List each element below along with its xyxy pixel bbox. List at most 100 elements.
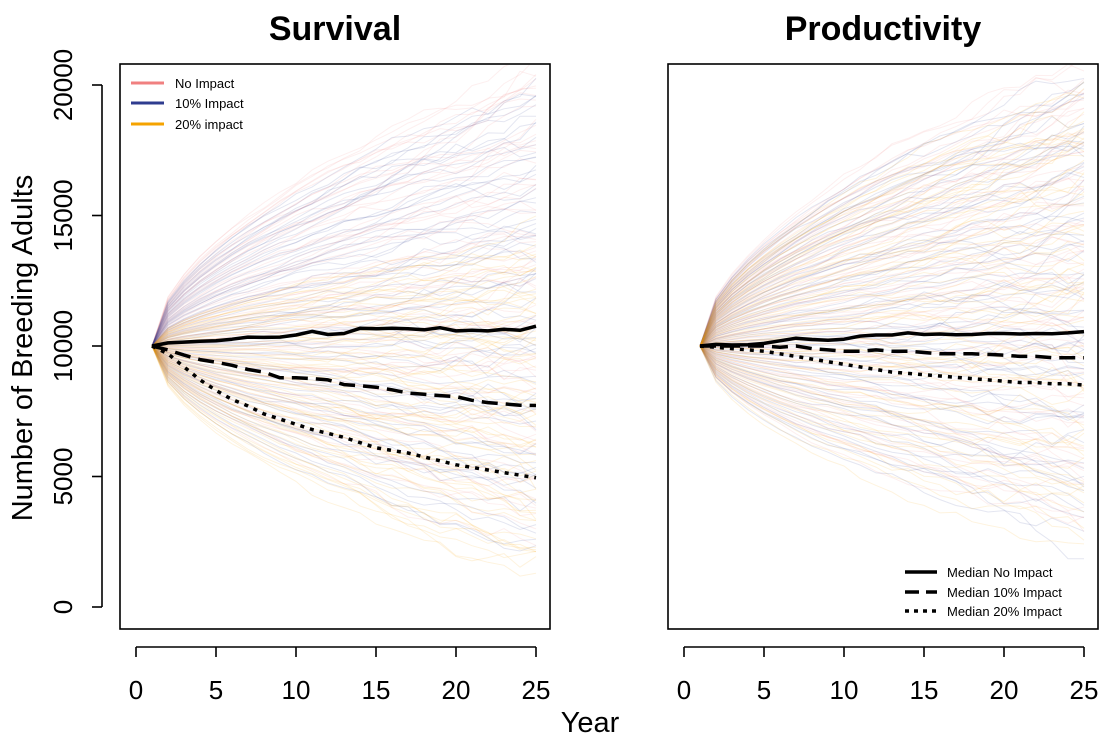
trajectory-line	[151, 304, 537, 347]
trajectory-line	[151, 271, 537, 347]
trajectory-line	[699, 205, 1085, 347]
scenario-legend: No Impact 10% Impact 20% impact	[131, 76, 244, 132]
trajectory-line	[699, 92, 1085, 347]
trajectory-line	[151, 276, 537, 347]
trajectory-line	[151, 345, 537, 455]
trajectory-line	[151, 215, 537, 347]
trajectory-line	[151, 183, 537, 347]
productivity-plot-frame	[667, 63, 1099, 630]
trajectory-line	[151, 345, 537, 394]
trajectory-line	[151, 345, 537, 454]
trajectory-line	[151, 269, 537, 347]
trajectory-line	[699, 308, 1085, 347]
trajectory-line	[151, 275, 537, 347]
trajectory-line	[699, 111, 1085, 347]
trajectory-line	[699, 92, 1085, 347]
trajectory-line	[699, 345, 1085, 467]
trajectory-line	[151, 300, 537, 347]
trajectory-line	[699, 345, 1085, 369]
trajectory-line	[151, 345, 537, 406]
trajectory-line	[699, 344, 1085, 370]
trajectory-line	[151, 298, 537, 347]
trajectory-line	[151, 345, 537, 391]
trajectory-line	[699, 345, 1085, 450]
y-axis-label: Number of Breeding Adults	[7, 175, 39, 522]
trajectory-line	[151, 276, 537, 347]
trajectory-line	[699, 292, 1085, 347]
trajectory-line	[699, 345, 1085, 416]
survival-plot-frame	[119, 63, 551, 630]
trajectory-line	[699, 345, 1085, 483]
trajectory-line	[699, 345, 1085, 532]
trajectory-line	[151, 343, 537, 378]
trajectory-line	[699, 88, 1085, 347]
x-axis-label: Year	[561, 707, 620, 739]
trajectory-line	[699, 203, 1085, 347]
trajectory-line	[151, 156, 537, 347]
trajectory-line	[699, 210, 1085, 347]
survival-trajectory-cloud	[151, 65, 537, 577]
trajectory-line	[151, 345, 537, 494]
trajectory-line	[151, 345, 537, 484]
trajectory-line	[699, 249, 1085, 347]
trajectory-line	[151, 268, 537, 347]
trajectory-line	[699, 345, 1085, 430]
trajectory-line	[699, 250, 1085, 347]
trajectory-line	[151, 345, 537, 509]
trajectory-line	[151, 158, 537, 347]
trajectory-line	[699, 345, 1085, 413]
trajectory-line	[699, 250, 1085, 347]
trajectory-line	[151, 145, 537, 347]
trajectory-line	[699, 179, 1085, 347]
trajectory-line	[699, 224, 1085, 347]
trajectory-line	[151, 267, 537, 347]
trajectory-line	[699, 217, 1085, 347]
trajectory-line	[151, 345, 537, 549]
trajectory-line	[699, 142, 1085, 347]
trajectory-line	[699, 310, 1085, 347]
trajectory-line	[699, 345, 1085, 418]
trajectory-line	[699, 130, 1085, 347]
trajectory-line	[699, 140, 1085, 347]
trajectory-line	[151, 169, 537, 347]
trajectory-line	[151, 286, 537, 347]
trajectory-line	[699, 288, 1085, 347]
trajectory-line	[699, 345, 1085, 532]
trajectory-line	[699, 94, 1085, 347]
median-line-median-10-impact	[151, 344, 537, 408]
trajectory-line	[699, 151, 1085, 347]
trajectory-line	[699, 345, 1085, 386]
trajectory-line	[151, 74, 537, 347]
trajectory-line	[699, 133, 1085, 347]
trajectory-line	[699, 284, 1085, 347]
trajectory-line	[151, 345, 537, 374]
x-tick-label: 0	[677, 675, 691, 705]
trajectory-line	[699, 345, 1085, 380]
trajectory-line	[699, 108, 1085, 347]
trajectory-line	[699, 345, 1085, 387]
trajectory-line	[699, 345, 1085, 423]
trajectory-line	[699, 65, 1074, 347]
trajectory-line	[151, 345, 537, 414]
trajectory-line	[699, 345, 1085, 482]
trajectory-line	[151, 297, 537, 347]
trajectory-line	[699, 141, 1085, 347]
median-line-median-no-impact	[699, 329, 1085, 348]
trajectory-line	[699, 247, 1085, 347]
trajectory-line	[151, 94, 537, 347]
trajectory-line	[151, 345, 537, 553]
x-tick-label: 20	[442, 675, 471, 705]
trajectory-line	[151, 65, 510, 347]
trajectory-line	[151, 342, 537, 362]
trajectory-line	[151, 345, 537, 534]
trajectory-line	[699, 219, 1085, 347]
trajectory-line	[699, 312, 1085, 347]
trajectory-line	[699, 178, 1085, 347]
trajectory-line	[151, 104, 537, 347]
trajectory-line	[151, 345, 537, 507]
trajectory-line	[699, 277, 1085, 347]
trajectory-line	[699, 345, 1085, 456]
legend-label-median-20-impact: Median 20% Impact	[947, 604, 1062, 619]
trajectory-line	[699, 140, 1085, 347]
